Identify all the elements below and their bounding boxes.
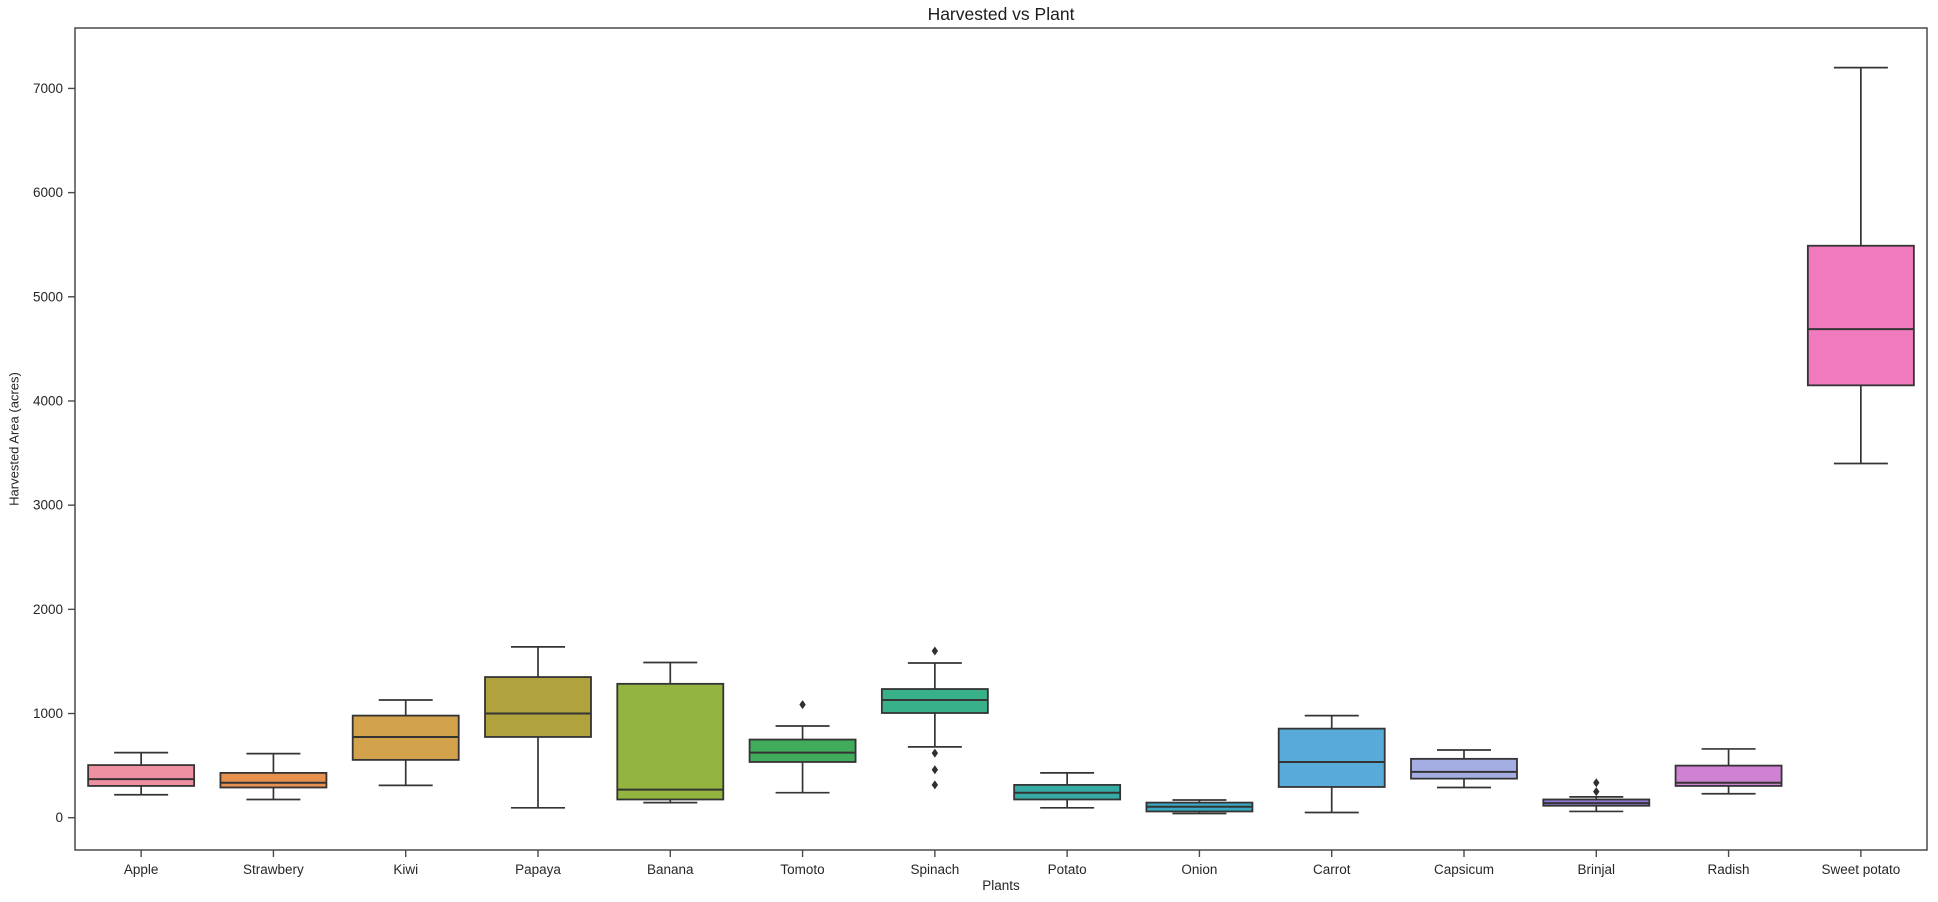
- x-axis-label: Plants: [982, 878, 1020, 893]
- x-tick-label: Capsicum: [1434, 862, 1494, 877]
- x-tick-label: Onion: [1181, 862, 1217, 877]
- x-tick-label: Banana: [647, 862, 694, 877]
- outlier-diamond: [931, 646, 939, 656]
- x-tick-label: Apple: [124, 862, 159, 877]
- x-tick-label: Papaya: [515, 862, 561, 877]
- outlier-diamond: [931, 765, 939, 775]
- box-strawbery: [219, 772, 328, 789]
- x-tick-label: Kiwi: [393, 862, 418, 877]
- outlier-diamond: [799, 700, 806, 710]
- x-tick-label: Strawbery: [243, 862, 304, 877]
- outlier-diamond: [931, 748, 939, 758]
- y-tick-label: 5000: [33, 289, 63, 304]
- box-carrot: [1277, 727, 1386, 788]
- y-tick-label: 2000: [33, 602, 63, 617]
- x-tick-label: Carrot: [1313, 862, 1351, 877]
- x-tick-label: Brinjal: [1578, 862, 1616, 877]
- y-axis-label: Harvested Area (acres): [6, 372, 22, 506]
- chart-title: Harvested vs Plant: [927, 4, 1075, 24]
- x-tick-label: Spinach: [910, 862, 959, 877]
- y-tick-label: 3000: [33, 498, 63, 513]
- outlier-diamond: [1593, 778, 1600, 788]
- box-capsicum: [1410, 757, 1518, 780]
- outlier-diamond: [1593, 787, 1600, 797]
- axes-frame: [74, 27, 1928, 851]
- box-banana: [616, 682, 725, 801]
- y-tick-label: 7000: [33, 81, 63, 96]
- y-tick-label: 6000: [33, 185, 63, 200]
- box-spinach: [880, 688, 989, 714]
- box-tomoto: [748, 738, 857, 763]
- y-tick-label: 1000: [33, 706, 63, 721]
- box-sweet-potato: [1806, 244, 1915, 387]
- box-radish: [1674, 764, 1783, 787]
- box-papaya: [484, 676, 592, 738]
- outlier-diamond: [931, 780, 939, 790]
- y-tick-label: 0: [55, 810, 63, 825]
- box-apple: [87, 764, 196, 787]
- x-tick-label: Radish: [1708, 862, 1750, 877]
- x-tick-label: Sweet potato: [1821, 862, 1900, 877]
- x-tick-label: Tomoto: [780, 862, 824, 877]
- y-tick-label: 4000: [33, 393, 63, 408]
- x-tick-label: Potato: [1048, 862, 1087, 877]
